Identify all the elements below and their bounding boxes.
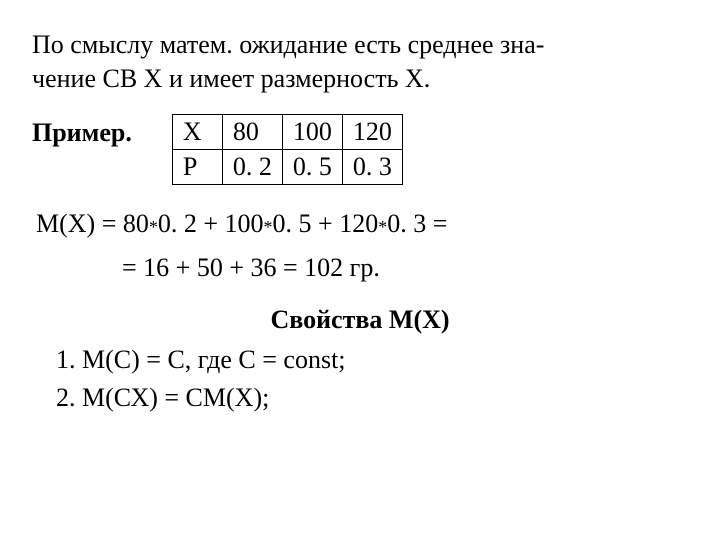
table-row: X 80 100 120 (172, 114, 402, 149)
table-cell: 0. 2 (222, 149, 282, 184)
calculation-line2: = 16 + 50 + 36 = 102 гр. (32, 253, 688, 283)
example-label: Пример. (32, 114, 132, 148)
table-cell-p-label: P (172, 149, 222, 184)
table-cell: 0. 3 (342, 149, 402, 184)
table-cell: 80 (222, 114, 282, 149)
mult-icon: * (149, 217, 158, 237)
property-2: 2. М(СХ) = СМ(Х); (32, 383, 688, 413)
distribution-table: X 80 100 120 P 0. 2 0. 5 0. 3 (172, 114, 403, 185)
example-section: Пример. X 80 100 120 P 0. 2 0. 5 0. 3 (32, 114, 688, 185)
table-cell: 120 (342, 114, 402, 149)
mult-icon: * (378, 217, 387, 237)
intro-text: По смыслу матем. ожидание есть среднее з… (32, 28, 688, 96)
table-cell-x-label: X (172, 114, 222, 149)
property-1: 1. М(С) = С, где С = const; (32, 345, 688, 375)
properties-title: Свойства М(Х) (32, 305, 688, 335)
intro-line1: По смыслу матем. ожидание есть среднее з… (32, 30, 544, 59)
table-row: P 0. 2 0. 5 0. 3 (172, 149, 402, 184)
calculation-line1: М(Х) = 80*0. 2 + 100*0. 5 + 120*0. 3 = (32, 209, 688, 239)
table-cell: 0. 5 (282, 149, 342, 184)
table-cell: 100 (282, 114, 342, 149)
intro-line2: чение СВ Х и имеет размерность Х. (32, 64, 430, 93)
mult-icon: * (264, 217, 273, 237)
